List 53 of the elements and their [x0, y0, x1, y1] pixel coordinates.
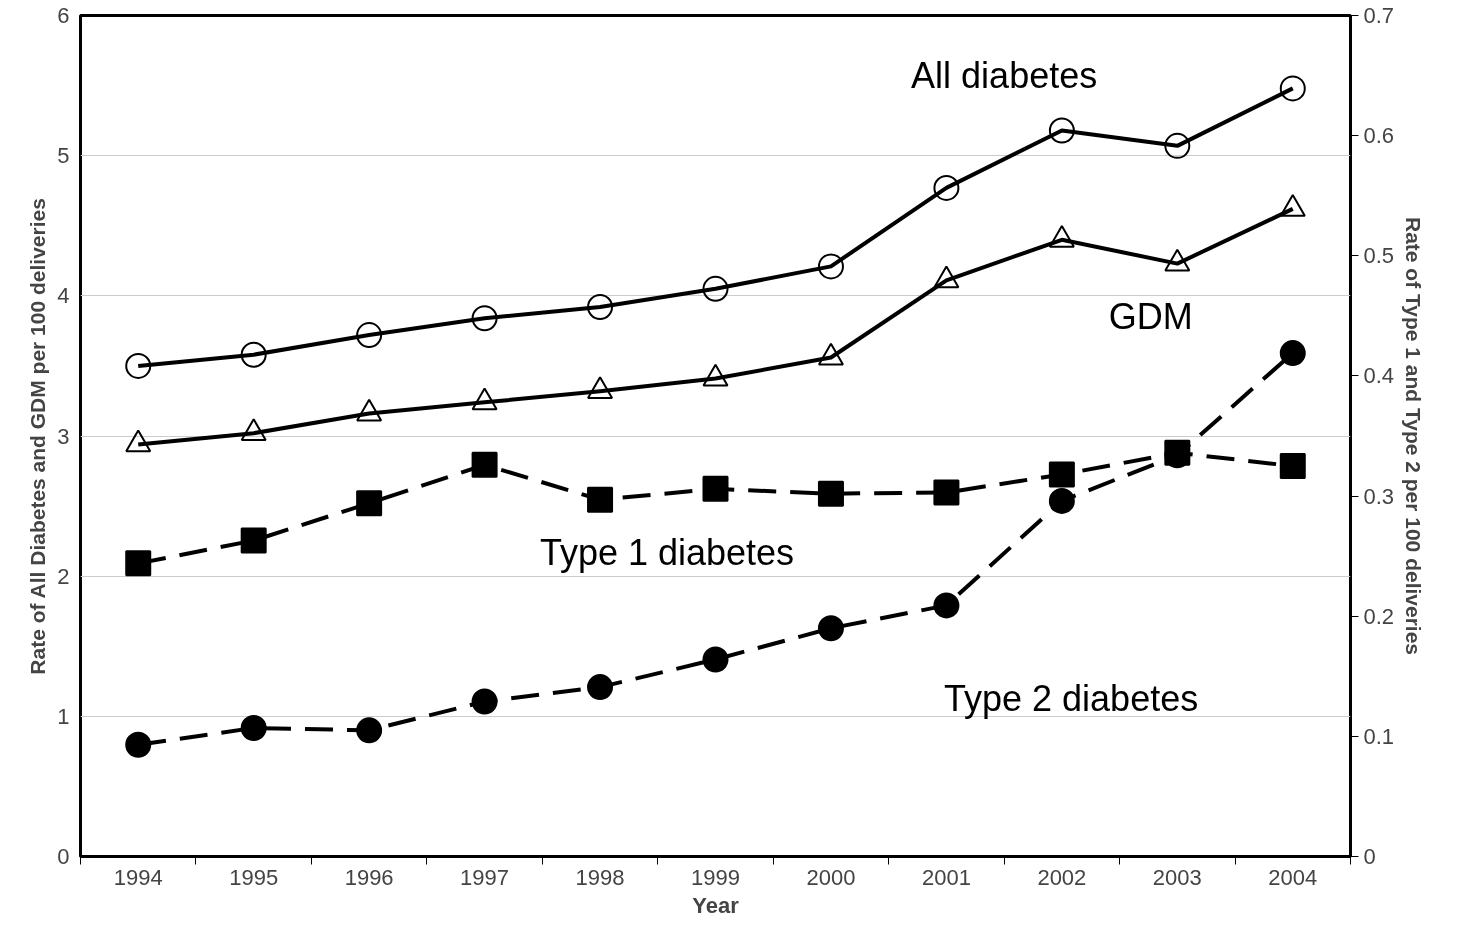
point: [587, 674, 614, 701]
point: [933, 592, 960, 619]
x-tick-label: 2002: [1037, 864, 1087, 890]
point: [240, 527, 267, 554]
x-tick-label: 2001: [921, 864, 971, 890]
y-tick-label: 0: [57, 844, 70, 869]
point: [933, 479, 960, 506]
y2-tick-label: 0.5: [1363, 243, 1395, 269]
y-tick-label: 4: [57, 283, 70, 309]
point: [587, 486, 614, 513]
x-tick-label: 2004: [1268, 864, 1318, 890]
point: [240, 714, 267, 741]
point: [1048, 461, 1075, 488]
y-tick-label: 6: [57, 3, 70, 28]
y-tick-label: 2: [57, 563, 70, 589]
x-tick-label: 2003: [1152, 864, 1202, 890]
point: [702, 475, 729, 502]
point: [356, 490, 383, 517]
x-tick-label: 2000: [806, 864, 856, 890]
point: [125, 731, 152, 758]
x-axis-title: Year: [692, 892, 740, 918]
x-tick-label: 1998: [575, 864, 625, 890]
y2-axis-title: Rate of Type 1 and Type 2 per 100 deliveries: [1402, 216, 1426, 656]
x-tick-label: 1999: [691, 864, 740, 890]
y2-tick-label: 0.6: [1363, 123, 1395, 149]
y2-tick-label: 0.1: [1363, 723, 1395, 749]
series-label: Type 2 diabetes: [944, 677, 1199, 719]
y2-tick-label: 0: [1363, 844, 1376, 869]
series-label: GDM: [1108, 296, 1193, 338]
x-tick-label: 1996: [344, 864, 394, 890]
point: [356, 717, 383, 744]
point: [702, 646, 729, 673]
y-tick-label: 3: [57, 423, 70, 449]
point: [817, 615, 844, 642]
point: [1279, 340, 1306, 367]
point: [817, 480, 844, 507]
series-label: All diabetes: [911, 54, 1098, 96]
x-tick-label: 1994: [113, 864, 163, 890]
x-tick-label: 1995: [229, 864, 279, 890]
series-label: Type 1 diabetes: [539, 532, 795, 574]
y-tick-label: 5: [57, 143, 70, 169]
x-tick-label: 1997: [460, 864, 510, 890]
point: [125, 550, 152, 577]
y2-tick-label: 0.3: [1363, 483, 1395, 509]
y2-tick-label: 0.2: [1363, 603, 1395, 629]
point: [471, 688, 498, 715]
point: [471, 451, 498, 478]
point: [1279, 453, 1306, 480]
y2-tick-label: 0.7: [1363, 3, 1395, 28]
y2-tick-label: 0.4: [1363, 363, 1395, 389]
point: [1048, 487, 1075, 514]
y-tick-label: 1: [57, 703, 70, 729]
y-axis-title: Rate of All Diabetes and GDM per 100 deliveries: [26, 198, 50, 675]
